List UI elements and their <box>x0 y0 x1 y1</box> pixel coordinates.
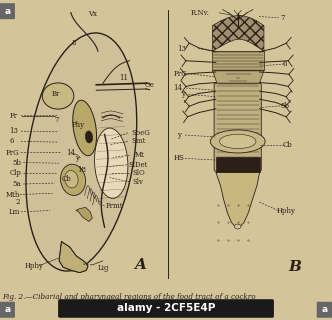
Text: 11: 11 <box>120 74 128 82</box>
Text: 7: 7 <box>281 13 285 22</box>
Ellipse shape <box>85 131 93 143</box>
Text: Lig: Lig <box>98 264 109 272</box>
Text: y: y <box>177 131 181 139</box>
Text: 2: 2 <box>16 198 21 206</box>
Text: Cb: Cb <box>61 175 71 183</box>
Text: Br: Br <box>51 90 60 99</box>
Text: 5b: 5b <box>13 158 22 166</box>
Text: 18: 18 <box>77 166 86 173</box>
Text: Slv: Slv <box>133 178 144 186</box>
Text: 5a: 5a <box>13 180 21 188</box>
Text: Hphy: Hphy <box>25 262 44 270</box>
Polygon shape <box>212 15 264 51</box>
Text: Cb: Cb <box>282 140 292 148</box>
Text: 13: 13 <box>9 127 18 135</box>
Text: FrG: FrG <box>6 148 20 156</box>
Bar <box>216 157 260 172</box>
Ellipse shape <box>73 100 97 156</box>
Text: y: y <box>75 155 79 163</box>
Ellipse shape <box>28 35 135 269</box>
Text: 7: 7 <box>54 116 59 124</box>
Ellipse shape <box>60 164 86 196</box>
Ellipse shape <box>234 224 241 229</box>
Ellipse shape <box>210 130 265 153</box>
Text: SoeG: SoeG <box>131 129 150 137</box>
FancyBboxPatch shape <box>0 302 15 318</box>
Text: 6: 6 <box>282 60 287 68</box>
Text: R.Nv.: R.Nv. <box>191 9 210 17</box>
Text: Vx: Vx <box>88 11 97 19</box>
Text: Clp: Clp <box>9 169 21 177</box>
Text: Lm: Lm <box>8 208 20 216</box>
Text: Phy: Phy <box>71 121 85 129</box>
Text: 13: 13 <box>178 44 187 52</box>
Text: SlDet: SlDet <box>129 161 148 169</box>
Text: A: A <box>134 259 146 272</box>
Text: FrG: FrG <box>174 69 187 77</box>
Text: Smt: Smt <box>131 138 145 145</box>
Text: Oe: Oe <box>144 81 154 89</box>
Text: Mth: Mth <box>6 190 20 198</box>
FancyBboxPatch shape <box>317 302 332 318</box>
Text: SlO: SlO <box>132 170 145 177</box>
Text: B: B <box>289 260 302 274</box>
Text: 14: 14 <box>66 148 75 156</box>
Polygon shape <box>212 70 264 85</box>
Polygon shape <box>216 172 260 227</box>
Text: 8: 8 <box>71 39 76 47</box>
Ellipse shape <box>95 128 128 198</box>
Polygon shape <box>76 207 92 221</box>
Text: a: a <box>4 7 10 16</box>
Text: alamy - 2CF5E4P: alamy - 2CF5E4P <box>117 303 215 314</box>
Ellipse shape <box>219 134 256 148</box>
Text: a: a <box>4 305 10 314</box>
Polygon shape <box>59 242 88 273</box>
Ellipse shape <box>65 171 78 188</box>
Text: Fig. 2.—Cibarial and pharyngeal regions of the food tract of a cockro: Fig. 2.—Cibarial and pharyngeal regions … <box>2 293 255 301</box>
FancyBboxPatch shape <box>214 83 261 171</box>
Text: Hphy: Hphy <box>276 207 295 214</box>
Text: HS: HS <box>174 155 185 163</box>
Text: y: y <box>181 90 185 99</box>
Text: Fr: Fr <box>9 112 17 120</box>
Text: Prmt: Prmt <box>106 203 123 211</box>
Text: 5b: 5b <box>281 101 290 109</box>
FancyBboxPatch shape <box>58 299 274 318</box>
Text: 6: 6 <box>9 138 14 145</box>
Ellipse shape <box>42 83 74 109</box>
FancyBboxPatch shape <box>0 3 15 19</box>
Polygon shape <box>212 51 264 70</box>
Text: Mt: Mt <box>134 151 144 159</box>
Text: 14: 14 <box>174 84 183 92</box>
Text: a: a <box>321 305 327 314</box>
